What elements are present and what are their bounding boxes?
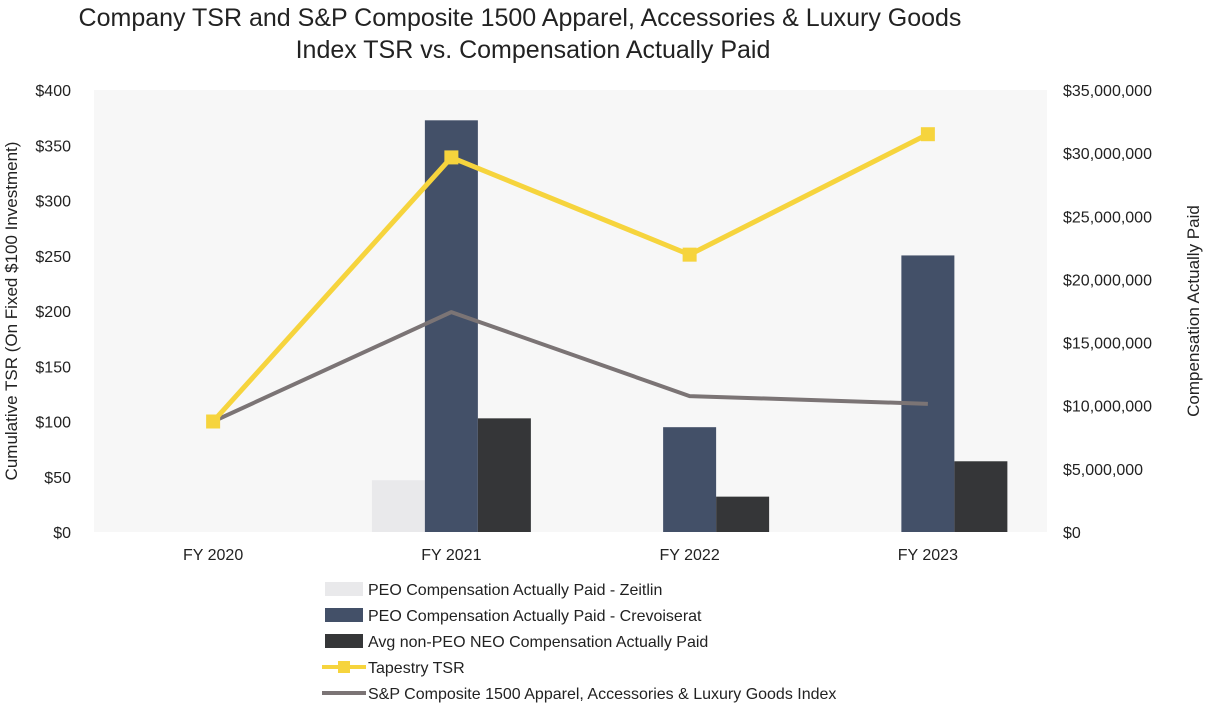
left-tick-label: $100 <box>35 415 71 432</box>
bar-peo-compensation-actually-paid-zeitlin-fy-2021 <box>371 480 425 532</box>
x-axis-ticks: FY 2020 FY 2021 FY 2022 FY 2023 <box>183 547 958 564</box>
legend-label: PEO Compensation Actually Paid - Zeitlin <box>368 582 662 599</box>
x-tick-label: FY 2022 <box>660 547 720 564</box>
x-tick-label: FY 2023 <box>898 547 958 564</box>
legend-label: PEO Compensation Actually Paid - Crevois… <box>368 608 702 625</box>
left-tick-label: $250 <box>35 249 71 266</box>
bar-peo-compensation-actually-paid-crevoiserat-fy-2023 <box>901 255 955 533</box>
bar-avg-non-peo-neo-compensation-actually-paid-fy-2022 <box>716 496 770 532</box>
legend-label: Tapestry TSR <box>368 660 465 677</box>
bar-avg-non-peo-neo-compensation-actually-paid-fy-2021 <box>477 418 531 532</box>
tsr-marker-fy-2020 <box>206 414 221 429</box>
right-axis-label: Compensation Actually Paid <box>1184 205 1203 417</box>
right-tick-label: $10,000,000 <box>1063 399 1152 416</box>
tsr-marker-fy-2022 <box>682 247 697 262</box>
left-tick-label: $400 <box>35 83 71 100</box>
right-tick-label: $35,000,000 <box>1063 83 1152 100</box>
line-s-p-composite-1500-apparel-accessories-l <box>212 310 928 424</box>
chart-title-line-1: Company TSR and S&P Composite 1500 Appar… <box>79 4 962 32</box>
right-tick-label: $5,000,000 <box>1063 462 1143 479</box>
bar-marks <box>371 120 1008 533</box>
right-axis-ticks: $0 $5,000,000 $10,000,000 $15,000,000 $20,00… <box>1063 83 1152 542</box>
legend: PEO Compensation Actually Paid - Zeitlin… <box>322 582 836 703</box>
legend-label: S&P Composite 1500 Apparel, Accessories … <box>368 686 836 703</box>
legend-swatch-bar <box>325 582 363 596</box>
right-tick-label: $20,000,000 <box>1063 272 1152 289</box>
x-tick-label: FY 2021 <box>421 547 481 564</box>
bar-peo-compensation-actually-paid-crevoiserat-fy-2021 <box>424 120 478 533</box>
left-tick-label: $200 <box>35 304 71 321</box>
plot-area <box>94 90 1047 532</box>
x-tick-label: FY 2020 <box>183 547 243 564</box>
left-tick-label: $150 <box>35 359 71 376</box>
right-tick-label: $25,000,000 <box>1063 209 1152 226</box>
legend-swatch-bar <box>325 634 363 648</box>
left-tick-label: $300 <box>35 194 71 211</box>
right-tick-label: $30,000,000 <box>1063 146 1152 163</box>
line-tapestry-tsr <box>211 131 930 424</box>
right-tick-label: $0 <box>1063 525 1081 542</box>
tsr-marker-fy-2021 <box>444 150 459 165</box>
chart-title-line-2: Index TSR vs. Compensation Actually Paid <box>296 36 771 64</box>
tsr-marker-fy-2023 <box>920 127 935 142</box>
left-axis-ticks: $0 $50 $100 $150 $200 $250 $300 $350 $400 <box>35 83 71 542</box>
left-tick-label: $50 <box>44 470 71 487</box>
left-axis-label: Cumulative TSR (On Fixed $100 Investment… <box>2 142 21 481</box>
left-tick-label: $0 <box>53 525 71 542</box>
legend-label: Avg non-PEO NEO Compensation Actually Pa… <box>368 634 708 651</box>
bar-avg-non-peo-neo-compensation-actually-paid-fy-2023 <box>954 461 1008 532</box>
right-tick-label: $15,000,000 <box>1063 336 1152 353</box>
legend-swatch-marker <box>338 661 350 673</box>
bar-peo-compensation-actually-paid-crevoiserat-fy-2022 <box>663 427 717 532</box>
line-marks <box>206 127 935 429</box>
legend-swatch-bar <box>325 608 363 622</box>
left-tick-label: $350 <box>35 138 71 155</box>
